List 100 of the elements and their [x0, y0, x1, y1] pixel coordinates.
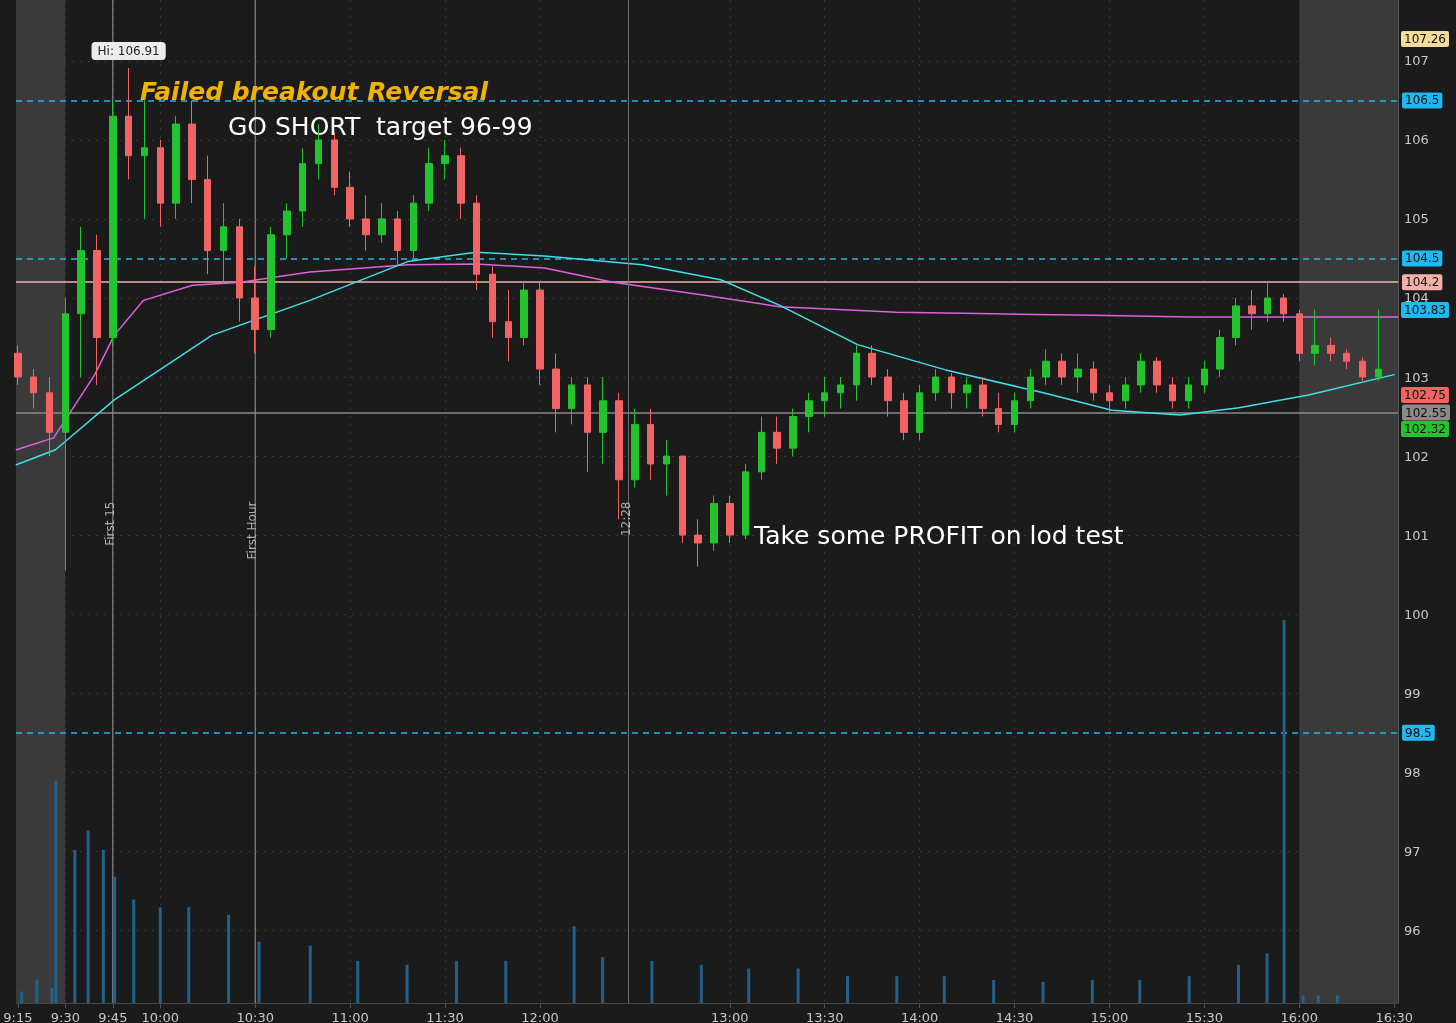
candlestick: [1359, 356, 1366, 382]
candlestick: [710, 495, 718, 552]
y-tick-label: 107: [1404, 53, 1429, 69]
candlestick: [1280, 293, 1287, 323]
candlestick: [30, 368, 37, 410]
candlestick: [1264, 281, 1271, 323]
candlestick: [568, 376, 575, 425]
y-tick-label: 99: [1404, 685, 1421, 701]
x-tick-label: 9:15: [3, 1010, 33, 1023]
candlestick: [346, 171, 354, 228]
x-tick-label: 11:30: [426, 1010, 464, 1023]
candlestick: [773, 416, 781, 465]
bar: [20, 991, 24, 1003]
candlestick: [742, 463, 749, 540]
x-tick-label: 15:00: [1090, 1010, 1129, 1023]
bar: [699, 964, 703, 1003]
candlestick: [14, 344, 22, 386]
x-tick-label: 11:00: [331, 1010, 369, 1023]
bar: [1237, 964, 1241, 1003]
bar: [356, 960, 360, 1003]
candlestick: [505, 289, 512, 362]
candlestick: [1027, 368, 1034, 410]
bar: [1316, 995, 1320, 1003]
bar: [86, 830, 90, 1003]
candlestick: [236, 218, 243, 323]
candlestick: [1201, 360, 1208, 394]
candlestick: [62, 297, 69, 572]
candlestick: [362, 194, 370, 252]
candlestick: [1042, 348, 1050, 386]
bar: [942, 976, 946, 1003]
ref-line-label: 106.5: [1405, 93, 1440, 108]
candlestick: [1090, 360, 1097, 402]
x-tick-label: 12:00: [521, 1010, 559, 1023]
candlestick: [125, 67, 132, 180]
text: 102.75: [1404, 388, 1446, 402]
bar: [1265, 953, 1269, 1003]
candlestick: [172, 115, 180, 220]
candlestick: [299, 147, 306, 228]
candlestick: [93, 234, 101, 386]
candlestick: [868, 344, 876, 386]
annotation: GO SHORT target 96-99: [228, 111, 533, 141]
bar: [73, 849, 77, 1003]
bar: [1187, 976, 1191, 1003]
candlestick: [552, 352, 560, 433]
ref-line-label: 104.5: [1405, 251, 1440, 266]
candlestick: [647, 408, 654, 481]
annotation: Hi: 106.91: [97, 43, 160, 58]
ref-line-label: First 15: [102, 501, 117, 546]
candlestick: [188, 99, 196, 204]
bar: [35, 980, 39, 1003]
candlestick: [1106, 384, 1113, 414]
candlestick: [1296, 309, 1303, 362]
candlestick: [473, 194, 480, 291]
candlestick: [599, 376, 607, 465]
bar: [257, 941, 261, 1003]
y-tick-label: 96: [1404, 922, 1421, 938]
text: 107.26: [1404, 32, 1446, 46]
bar: [113, 876, 117, 1003]
bar: [572, 926, 576, 1003]
ref-line-label: 102.55: [1405, 405, 1447, 420]
bar: [1282, 620, 1286, 1003]
candlestick: [1216, 329, 1224, 378]
candlestick: [1011, 392, 1018, 433]
candlestick: [948, 372, 955, 410]
bar: [1138, 980, 1142, 1003]
bar: [504, 960, 508, 1003]
candlestick: [853, 344, 860, 402]
candlestick: [900, 392, 908, 441]
bar: [895, 976, 899, 1003]
bar: [454, 960, 458, 1003]
candlestick: [1232, 297, 1240, 346]
bar: [601, 957, 605, 1003]
ref-line-label: First Hour: [245, 501, 260, 560]
candlestick: [1375, 309, 1382, 382]
bar: [1041, 981, 1045, 1003]
x-tick-label: 10:30: [236, 1010, 274, 1023]
bar: [101, 849, 105, 1003]
bar: [54, 780, 58, 1003]
candlestick: [378, 202, 386, 244]
candlestick: [1058, 352, 1066, 386]
y-tick-label: 103: [1404, 369, 1429, 385]
bar: [1335, 995, 1339, 1003]
candlestick: [457, 147, 465, 220]
candlestick: [805, 392, 813, 433]
candlestick: [520, 281, 528, 346]
y-tick-label: 101: [1404, 527, 1429, 543]
x-tick-label: 16:00: [1280, 1010, 1319, 1023]
x-tick-label: 16:30: [1375, 1010, 1413, 1023]
candlestick: [77, 226, 85, 378]
bar: [1090, 980, 1094, 1003]
candlestick: [109, 99, 117, 346]
candlestick: [1343, 348, 1350, 370]
candlestick: [884, 368, 892, 418]
candlestick: [157, 139, 164, 228]
annotation: Take some PROFIT on lod test: [753, 520, 1124, 550]
candlestick: [410, 194, 417, 259]
ref-line-label: 12:28: [618, 501, 633, 537]
bar: [187, 907, 191, 1003]
candlestick: [995, 392, 1002, 433]
candlestick: [1248, 289, 1256, 331]
